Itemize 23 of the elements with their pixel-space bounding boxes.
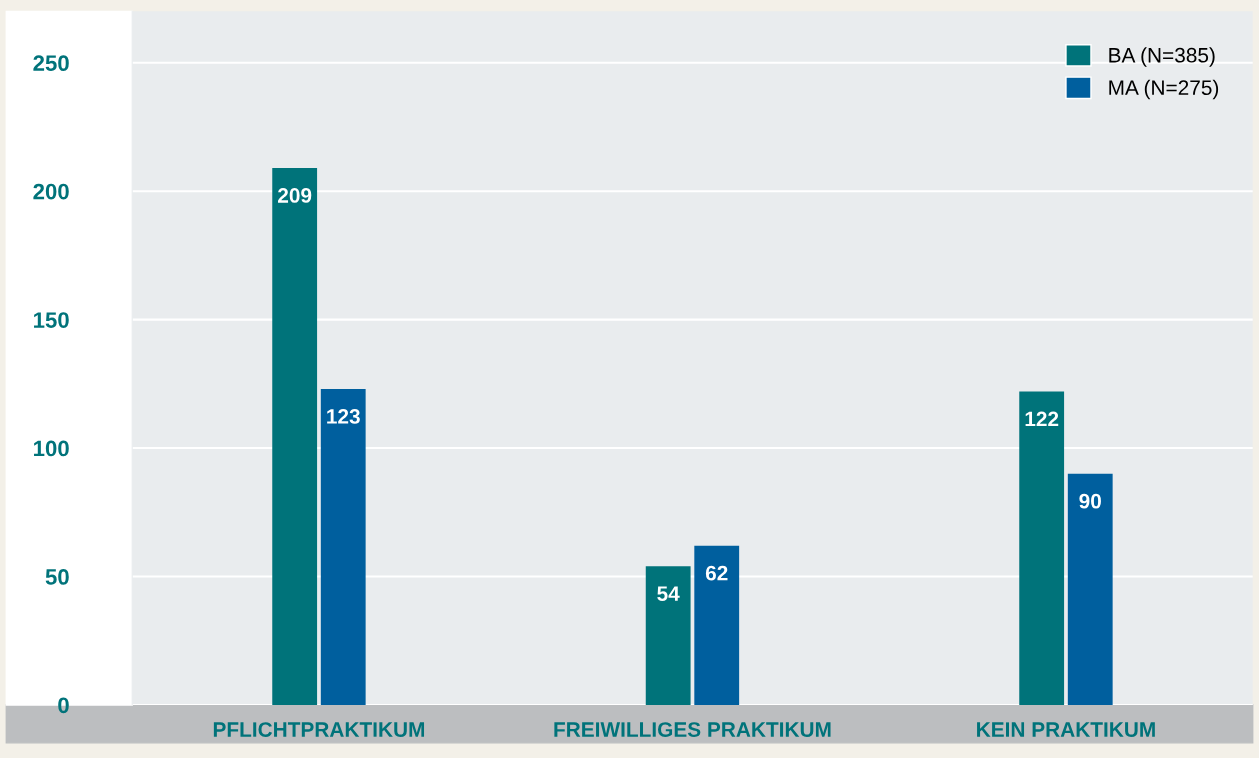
x-tick-label: PFLICHTPRAKTIKUM [213, 722, 425, 737]
data-label: 54 [657, 586, 680, 601]
y-tick-label: 100 [34, 440, 69, 457]
y-tick-label: 250 [33, 55, 69, 72]
bar [645, 566, 691, 705]
data-label: 122 [1025, 411, 1059, 427]
bar [694, 545, 740, 705]
data-label: 209 [278, 188, 312, 203]
data-label: 123 [327, 409, 360, 424]
y-tick-label: 150 [34, 312, 69, 328]
bar [272, 168, 318, 705]
data-label: 90 [1079, 493, 1101, 509]
bar [1067, 473, 1113, 705]
legend-label: MA (N=275) [1109, 79, 1219, 100]
x-tick-label: FREIWILLIGES PRAKTIKUM [554, 722, 831, 737]
bar [1019, 391, 1065, 705]
y-tick-label: 50 [45, 569, 69, 585]
legend-label: BA (N=385) [1109, 47, 1215, 67]
y-tick-label: 200 [33, 183, 69, 200]
y-tick-label: 0 [58, 697, 69, 714]
bar [320, 388, 366, 705]
x-tick-label: KEIN PRAKTIKUM [977, 722, 1155, 737]
data-label: 62 [705, 565, 728, 581]
